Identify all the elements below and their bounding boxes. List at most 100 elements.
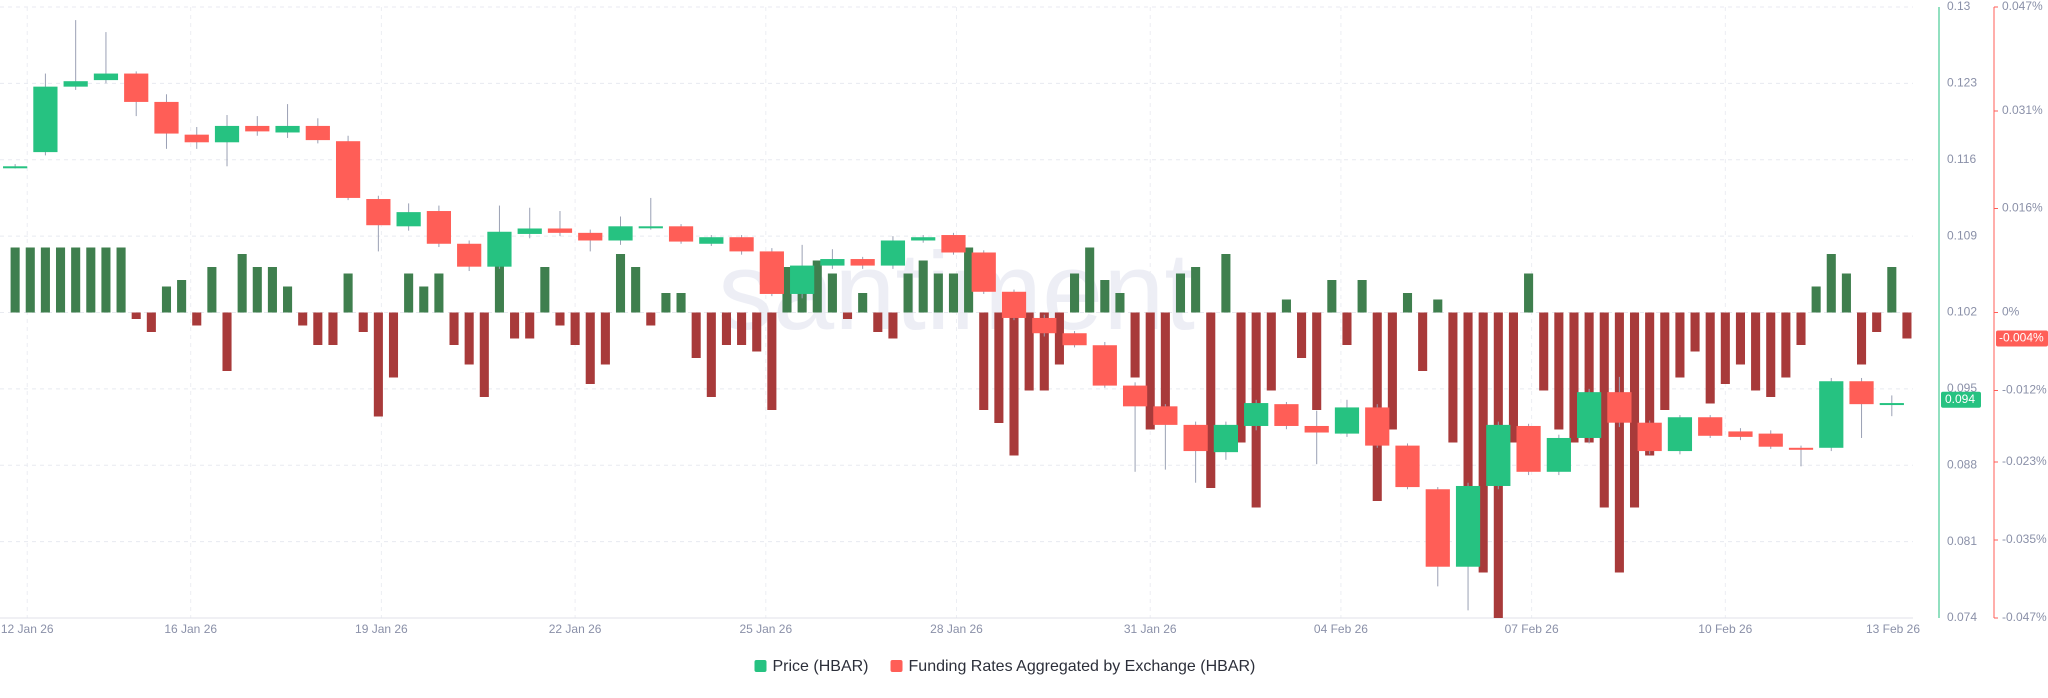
funding-bar [600, 312, 610, 365]
candle-body [63, 81, 88, 87]
funding-bar [252, 267, 262, 313]
funding-bar [449, 312, 459, 345]
candle-body [1062, 333, 1087, 346]
y-tick-label: 0.123 [1947, 76, 1977, 90]
candle-body [93, 73, 119, 81]
candle-body [820, 259, 845, 266]
funding-bar [1054, 312, 1064, 365]
funding-bar [1039, 312, 1049, 391]
funding-bar [1342, 312, 1352, 345]
y-tick-label: 0.116 [1947, 152, 1976, 166]
legend: Price (HBAR) Funding Rates Aggregated by … [754, 658, 1256, 675]
candle-body [214, 125, 240, 143]
funding-bar [116, 247, 126, 313]
funding-bar [1735, 312, 1746, 365]
y-tick-label: 0.081 [1947, 534, 1977, 548]
candle-body [759, 251, 784, 294]
funding-bar [1281, 299, 1291, 313]
funding-bar [948, 273, 959, 313]
funding-bar [40, 247, 50, 313]
candle-body [1546, 437, 1571, 472]
funding-bar [585, 312, 595, 384]
candle-body [1455, 485, 1481, 567]
candle-body [457, 243, 482, 267]
funding-bar [1463, 312, 1473, 495]
legend-label: Funding Rates Aggregated by Exchange (HB… [909, 658, 1256, 675]
funding-bar [373, 312, 383, 417]
funding-bar [510, 312, 520, 339]
funding-bar [86, 247, 96, 313]
funding-bar [177, 280, 187, 313]
candle-body [941, 235, 966, 253]
x-tick-label: 13 Feb 26 [1866, 622, 1920, 636]
funding-bar [388, 312, 399, 378]
funding-bar [1191, 267, 1201, 313]
funding-bar [767, 312, 777, 410]
y2-tick-label: -0.012% [2002, 383, 2047, 397]
funding-bar [1070, 273, 1080, 313]
candle-body [1879, 403, 1904, 406]
candle-body [1001, 291, 1027, 318]
candle-body [1667, 417, 1693, 452]
candle-body [335, 141, 361, 198]
candle-body [1153, 406, 1178, 425]
funding-bar [615, 254, 626, 313]
funding-bar [1554, 312, 1564, 430]
funding-bar [1811, 286, 1821, 313]
legend-swatch [754, 660, 767, 672]
candle-body [426, 211, 452, 244]
funding-bar [283, 286, 293, 313]
funding-bar [313, 312, 323, 345]
funding-bar [873, 312, 883, 332]
funding-bar [1357, 280, 1367, 313]
candle-body [245, 125, 270, 132]
candle-body [638, 226, 663, 229]
funding-bar [1100, 280, 1110, 313]
funding-bar [525, 312, 535, 339]
candle-body [487, 231, 512, 267]
price-badge [1941, 391, 1981, 408]
candle-body [790, 265, 815, 294]
funding-bar [1130, 312, 1140, 378]
y2-tick-label: 0.047% [2002, 0, 2043, 13]
funding-bar [71, 247, 81, 313]
candle-body [1213, 424, 1239, 453]
funding-bar [706, 312, 716, 397]
funding-bar [419, 286, 429, 313]
funding-bar [434, 273, 444, 313]
candle-body [275, 125, 300, 133]
x-tick-label: 04 Feb 26 [1314, 622, 1368, 636]
funding-bar [858, 293, 868, 313]
candle-body [911, 237, 936, 241]
funding-bar [1841, 273, 1851, 313]
funding-bar [903, 273, 913, 313]
funding-bar [479, 312, 489, 397]
candle-body [1849, 381, 1874, 405]
funding-bar [570, 312, 580, 345]
funding-bar [721, 312, 731, 345]
funding-bar [1024, 312, 1034, 391]
candle-body [1274, 404, 1299, 426]
funding-bar [1705, 312, 1715, 404]
funding-bar [631, 267, 641, 313]
candle-body [1516, 425, 1541, 472]
y2-tick-label: 0.031% [2002, 103, 2043, 117]
funding-bar [1312, 312, 1322, 410]
y-tick-label: 0.102 [1947, 305, 1977, 319]
funding-bar [1766, 312, 1776, 397]
y-tick-label: 0.109 [1947, 228, 1977, 242]
funding-bar [1872, 312, 1882, 332]
funding-bar [1660, 312, 1670, 410]
candle-body [547, 228, 573, 233]
funding-bar [1115, 293, 1125, 313]
funding-bar [464, 312, 474, 365]
candle-body [668, 226, 694, 242]
funding-bar [964, 247, 974, 313]
candle-body [124, 73, 149, 102]
funding-bar [827, 273, 837, 313]
x-tick-label: 22 Jan 26 [549, 622, 602, 636]
funding-bar [752, 312, 762, 352]
x-tick-label: 19 Jan 26 [355, 622, 408, 636]
